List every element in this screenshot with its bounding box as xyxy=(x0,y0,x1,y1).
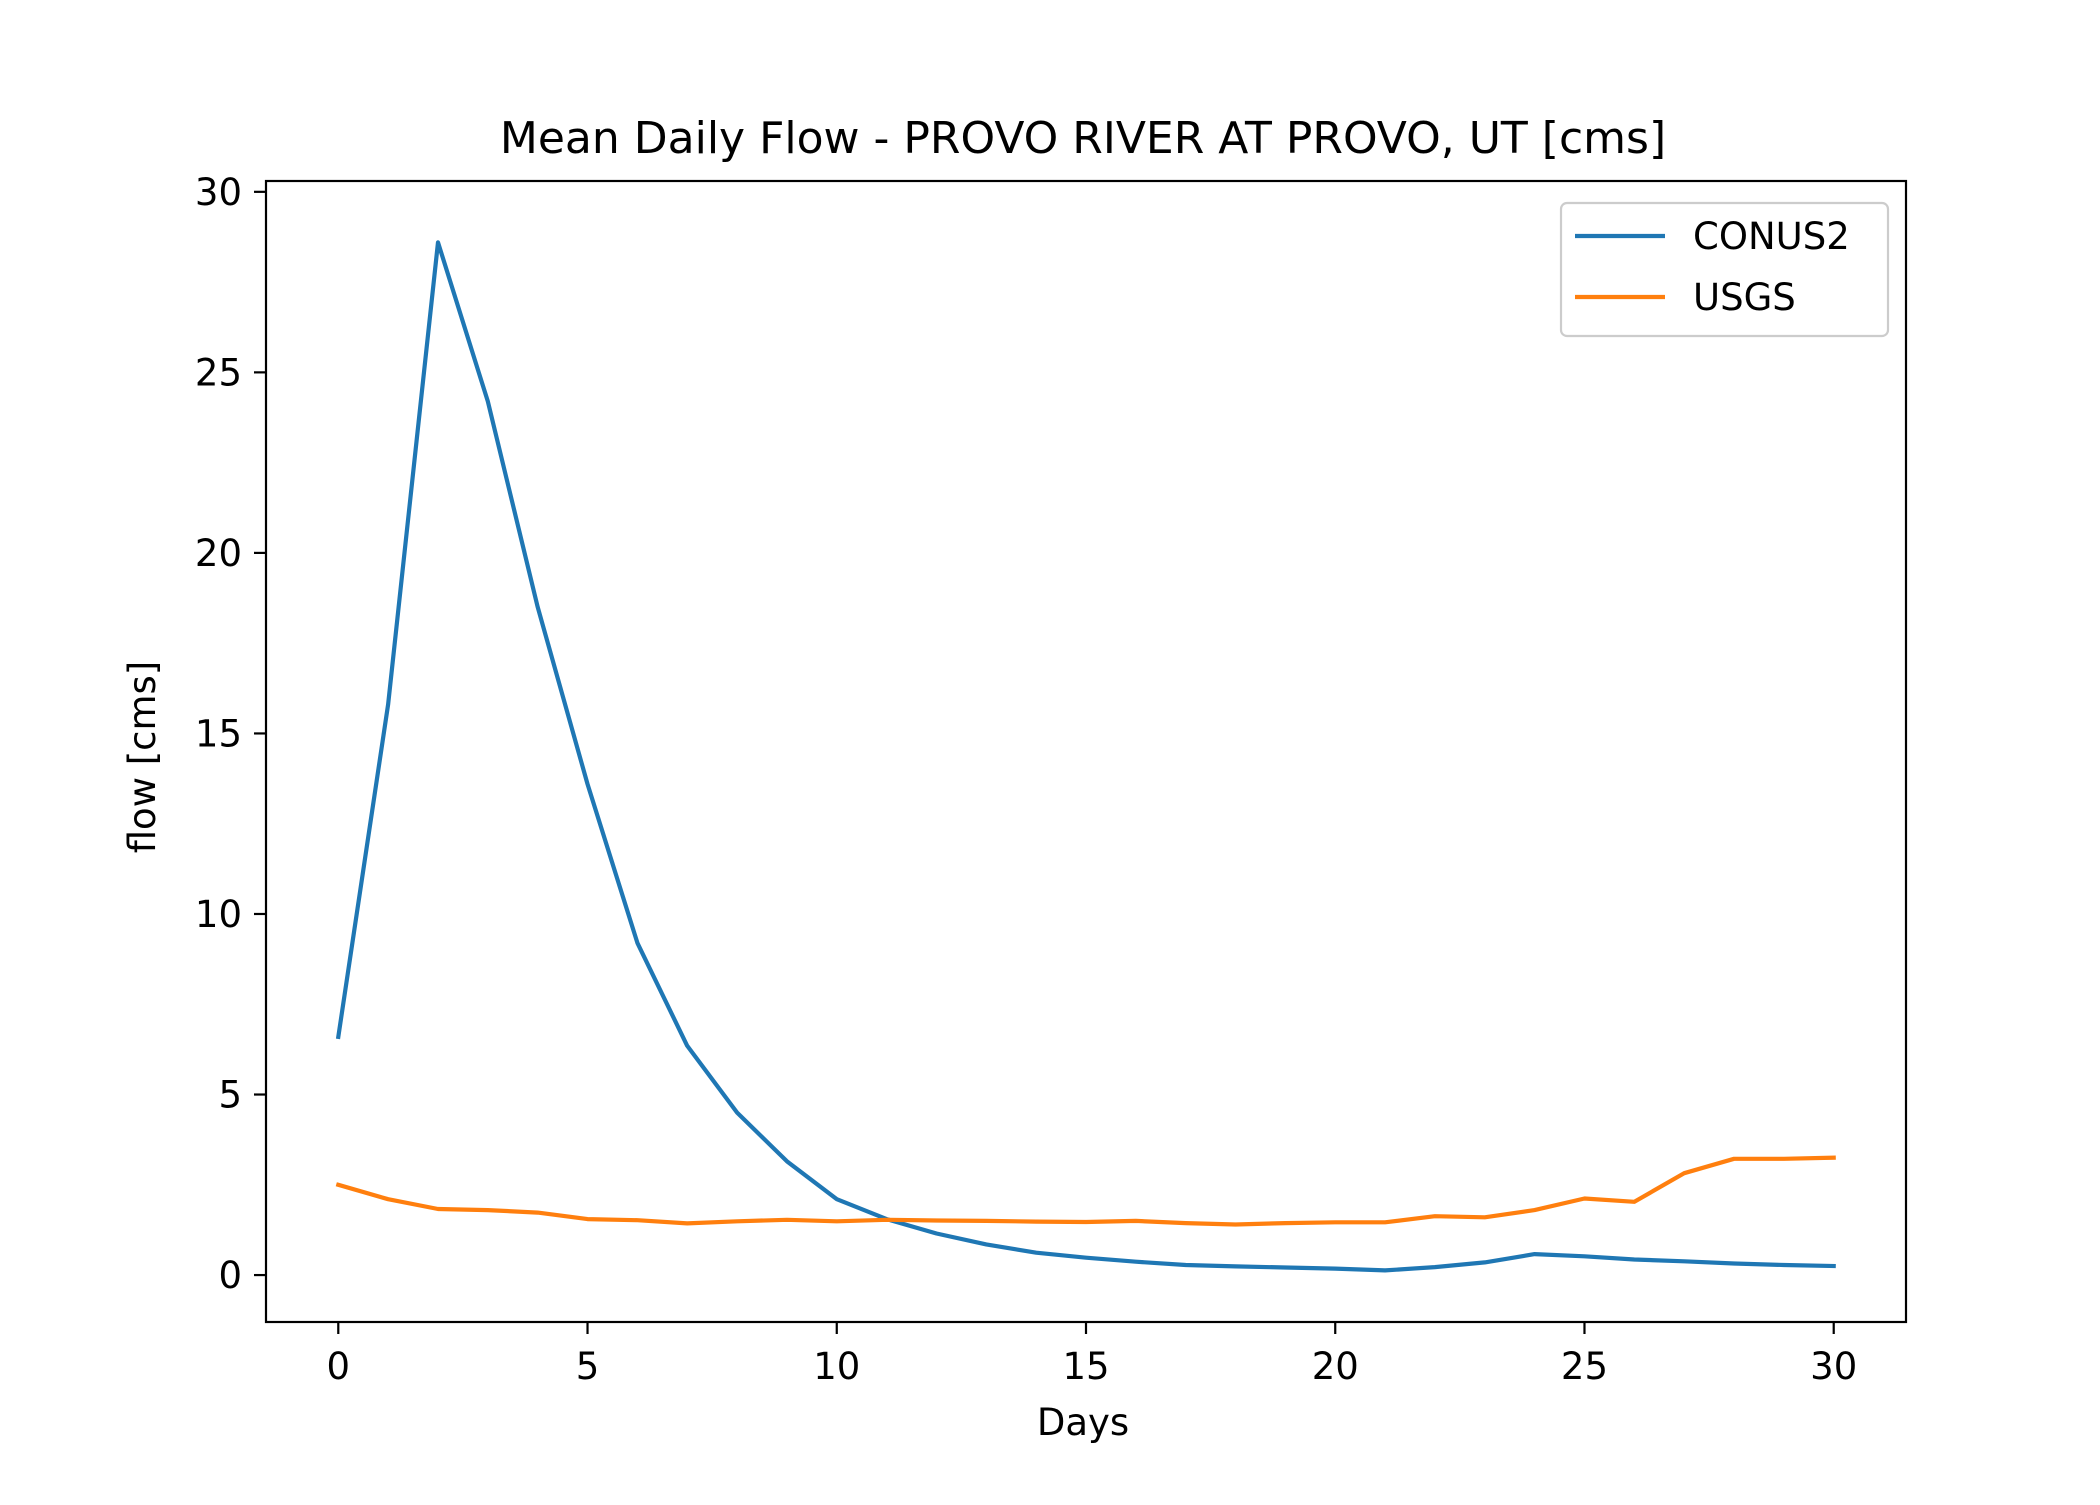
series-lines xyxy=(335,240,1836,1273)
y-tick-label: 0 xyxy=(218,1254,242,1297)
y-tick-label: 25 xyxy=(195,351,242,394)
legend-label-conus2: CONUS2 xyxy=(1693,215,1850,258)
y-tick-label: 5 xyxy=(218,1074,242,1117)
series-line-usgs xyxy=(335,1155,1836,1227)
y-axis-ticks: 0 5 10 15 20 25 30 xyxy=(195,171,266,1297)
x-tick-label: 10 xyxy=(813,1345,860,1388)
y-tick-label: 10 xyxy=(195,893,242,936)
x-axis-ticks: 0 5 10 15 20 25 30 xyxy=(327,1322,1857,1388)
y-axis-label: flow [cms] xyxy=(121,661,164,854)
y-tick-label: 20 xyxy=(195,532,242,575)
chart-title: Mean Daily Flow - PROVO RIVER AT PROVO, … xyxy=(500,113,1666,164)
x-axis-label: Days xyxy=(1037,1401,1129,1444)
x-tick-label: 0 xyxy=(327,1345,351,1388)
plot-frame xyxy=(264,179,1908,1324)
legend: CONUS2 USGS xyxy=(1559,201,1890,338)
x-tick-label: 15 xyxy=(1062,1345,1109,1388)
legend-label-usgs: USGS xyxy=(1693,276,1796,319)
series-line-conus2 xyxy=(335,240,1836,1273)
x-tick-label: 25 xyxy=(1561,1345,1608,1388)
x-tick-label: 30 xyxy=(1810,1345,1857,1388)
x-tick-label: 20 xyxy=(1312,1345,1359,1388)
y-tick-label: 15 xyxy=(195,712,242,755)
x-tick-label: 5 xyxy=(576,1345,600,1388)
y-tick-label: 30 xyxy=(195,171,242,214)
